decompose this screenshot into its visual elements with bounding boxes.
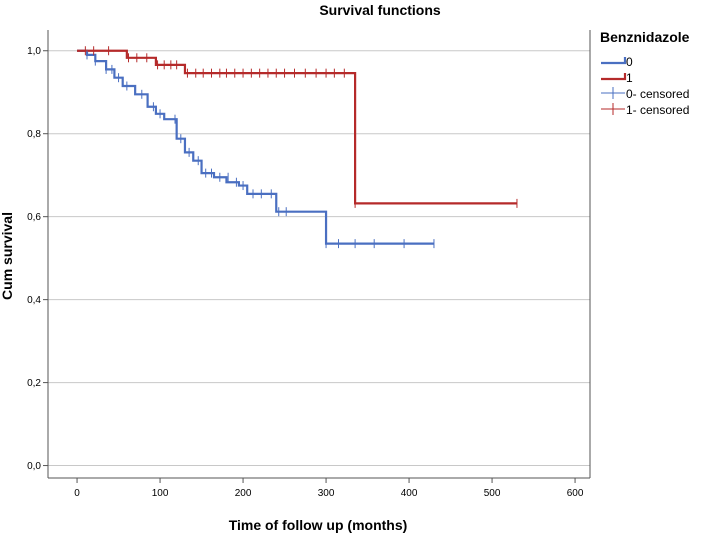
legend-label: 0- censored bbox=[626, 87, 689, 101]
censor-marks bbox=[84, 46, 518, 249]
x-tick-label: 600 bbox=[567, 488, 584, 499]
y-axis-ticks: 0,0 0,2 0,4 0,6 0,8 1,0 bbox=[27, 46, 48, 472]
x-tick-label: 300 bbox=[318, 488, 335, 499]
y-tick-label: 0,8 bbox=[27, 129, 41, 140]
x-tick-label: 0 bbox=[74, 488, 80, 499]
y-tick-label: 0,4 bbox=[27, 295, 41, 306]
legend-entry-0: 0 bbox=[601, 55, 633, 69]
y-tick-label: 0,6 bbox=[27, 212, 41, 223]
y-tick-label: 0,2 bbox=[27, 378, 41, 389]
legend: Benznidazole 0 1 0- censored 1- censored bbox=[600, 29, 690, 117]
chart-title: Survival functions bbox=[319, 2, 441, 18]
legend-step-swatch bbox=[601, 57, 627, 65]
x-axis-label: Time of follow up (months) bbox=[229, 517, 408, 533]
y-tick-label: 0,0 bbox=[27, 461, 41, 472]
legend-label: 1 bbox=[626, 71, 633, 85]
x-tick-label: 400 bbox=[401, 488, 418, 499]
x-tick-label: 500 bbox=[484, 488, 501, 499]
legend-title: Benznidazole bbox=[600, 29, 690, 45]
series-lines bbox=[77, 49, 517, 245]
legend-entries: 0 1 0- censored 1- censored bbox=[601, 55, 689, 117]
gridlines bbox=[48, 50, 590, 467]
legend-entry-1: 1 bbox=[601, 71, 633, 85]
legend-label: 0 bbox=[626, 55, 633, 69]
x-tick-label: 100 bbox=[152, 488, 169, 499]
legend-entry-3: 1- censored bbox=[601, 103, 689, 117]
x-tick-label: 200 bbox=[235, 488, 252, 499]
plot-frame bbox=[47, 30, 591, 479]
legend-entry-2: 0- censored bbox=[601, 87, 689, 101]
x-axis-ticks: 0 100 200 300 400 500 600 bbox=[74, 478, 584, 499]
y-tick-label: 1,0 bbox=[27, 46, 41, 57]
legend-label: 1- censored bbox=[626, 103, 689, 117]
legend-step-swatch bbox=[601, 73, 627, 81]
series-line-1 bbox=[77, 49, 517, 205]
y-axis-label: Cum survival bbox=[0, 212, 15, 300]
series-line-0 bbox=[77, 49, 434, 245]
